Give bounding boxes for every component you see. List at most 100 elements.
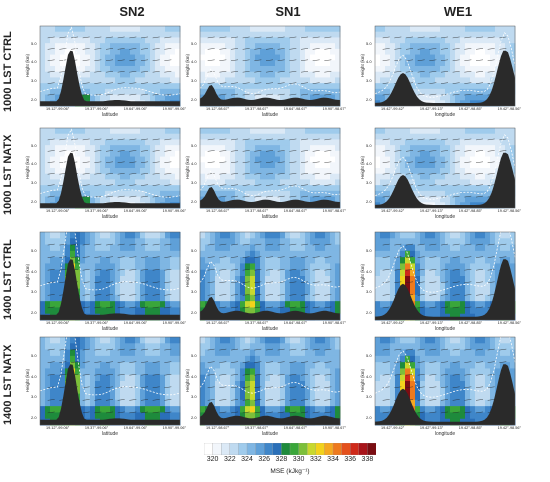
wind-arrow — [265, 195, 274, 198]
heat-cell — [300, 179, 306, 186]
heat-cell — [145, 60, 151, 67]
heat-cell — [455, 244, 461, 252]
x-axis-label: latitude — [261, 326, 279, 332]
heat-cell — [440, 173, 446, 180]
heat-cell — [250, 43, 256, 50]
heat-cell — [85, 83, 91, 90]
heat-cell — [320, 250, 326, 258]
heat-cell — [240, 66, 246, 73]
heat-cell — [285, 374, 291, 382]
wind-arrow — [82, 59, 90, 61]
heat-cell — [235, 263, 241, 271]
heat-cell — [235, 294, 241, 302]
heat-cell — [145, 263, 151, 271]
heat-cell — [330, 145, 336, 152]
heat-cell — [105, 133, 111, 140]
heat-cell — [120, 288, 126, 296]
heat-cell — [455, 150, 461, 158]
heat-cell — [200, 88, 206, 96]
heat-cell — [490, 26, 496, 33]
heat-cell — [320, 77, 326, 84]
heat-cell — [385, 232, 391, 239]
heat-cell — [280, 133, 286, 140]
heat-cell — [470, 263, 476, 271]
heat-cell — [305, 156, 311, 163]
heat-cell — [40, 150, 46, 158]
heat-cell — [280, 150, 286, 158]
heat-cell — [100, 244, 106, 252]
heat-cell — [285, 145, 291, 152]
heat-cell — [95, 31, 101, 38]
heat-cell — [90, 282, 96, 290]
heat-cell — [280, 88, 286, 96]
heat-cell — [445, 190, 451, 198]
heat-cell — [175, 349, 181, 357]
heat-cell — [115, 173, 121, 180]
heat-cell — [450, 276, 456, 283]
heat-cell — [315, 94, 321, 101]
wind-arrow — [207, 138, 215, 141]
heat-cell — [55, 374, 61, 382]
heat-cell — [400, 31, 406, 38]
heat-cell — [105, 257, 111, 264]
heat-cell — [455, 77, 461, 84]
heat-cell — [470, 238, 476, 246]
heat-cell — [140, 133, 146, 140]
heat-cell — [280, 26, 286, 33]
heat-cell — [80, 43, 86, 50]
heat-cell — [235, 145, 241, 152]
heat-cell — [310, 43, 316, 50]
heat-cell — [90, 232, 96, 239]
wind-arrow — [499, 150, 507, 152]
heat-cell — [440, 301, 446, 308]
heat-cell — [385, 31, 391, 38]
heat-cell — [125, 282, 131, 290]
heat-cell — [250, 307, 256, 315]
heat-cell — [90, 185, 96, 192]
heat-cell — [200, 168, 206, 175]
wind-arrow — [487, 82, 495, 84]
heat-cell — [430, 263, 436, 271]
heat-cell — [460, 179, 466, 186]
wind-arrow — [140, 399, 149, 401]
heat-cell — [200, 185, 206, 192]
panel-plot — [374, 25, 516, 107]
heat-cell — [85, 37, 91, 44]
wind-arrow — [499, 243, 507, 246]
heat-cell — [220, 232, 226, 239]
heat-cell — [140, 145, 146, 152]
wind-arrow — [464, 269, 472, 271]
heat-cell — [255, 349, 261, 357]
heat-cell — [305, 185, 311, 192]
heat-cell — [395, 60, 401, 67]
heat-cell — [230, 282, 236, 290]
heat-cell — [490, 139, 496, 146]
x-tick-label: 19.12°-99.06° — [46, 321, 70, 325]
heat-cell — [415, 54, 421, 61]
heat-cell — [90, 288, 96, 296]
wind-arrow — [289, 59, 297, 61]
heat-cell — [280, 263, 286, 271]
wind-arrow — [475, 138, 484, 141]
heat-cell — [380, 307, 386, 315]
heat-cell — [390, 238, 396, 246]
heat-cell — [120, 48, 126, 56]
heat-cell — [285, 26, 291, 33]
heat-cell — [245, 355, 251, 363]
heat-cell — [270, 343, 276, 351]
heat-cell — [470, 71, 476, 78]
panel-plot — [199, 127, 341, 209]
heat-cell — [300, 71, 306, 78]
heat-cell — [295, 77, 301, 84]
heat-cell — [110, 26, 116, 33]
heat-cell — [90, 393, 96, 401]
heat-cell — [420, 269, 426, 277]
wind-arrow — [300, 306, 309, 309]
heat-cell — [315, 43, 321, 50]
heat-cell — [225, 381, 231, 388]
heat-cell — [375, 150, 381, 158]
heat-cell — [175, 307, 181, 315]
heat-cell — [80, 145, 86, 152]
heat-cell — [310, 257, 316, 264]
heat-cell — [140, 343, 146, 351]
